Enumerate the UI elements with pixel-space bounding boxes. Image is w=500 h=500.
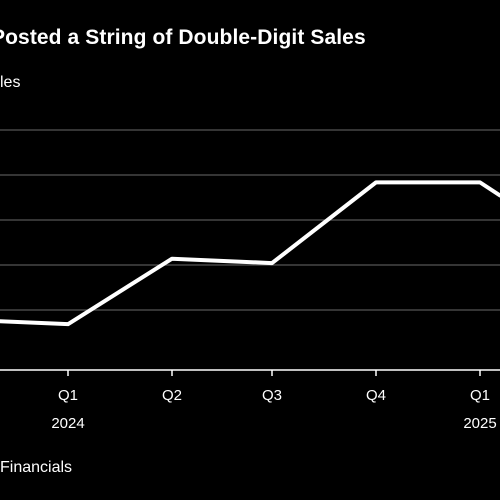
chart-title: Posted a String of Double-Digit Sales bbox=[0, 26, 366, 49]
x-year-label: 2025 bbox=[463, 415, 496, 432]
x-year-label: 2024 bbox=[51, 415, 84, 432]
x-tick-label: Q2 bbox=[162, 387, 182, 404]
chart-subtitle: les bbox=[0, 74, 21, 91]
series-line bbox=[0, 180, 500, 327]
x-tick-label: Q1 bbox=[58, 387, 78, 404]
chart-source: Financials bbox=[0, 459, 73, 476]
x-tick-label: Q4 bbox=[366, 387, 386, 404]
x-tick-label: Q1 bbox=[470, 387, 490, 404]
x-tick-label: Q3 bbox=[262, 387, 282, 404]
